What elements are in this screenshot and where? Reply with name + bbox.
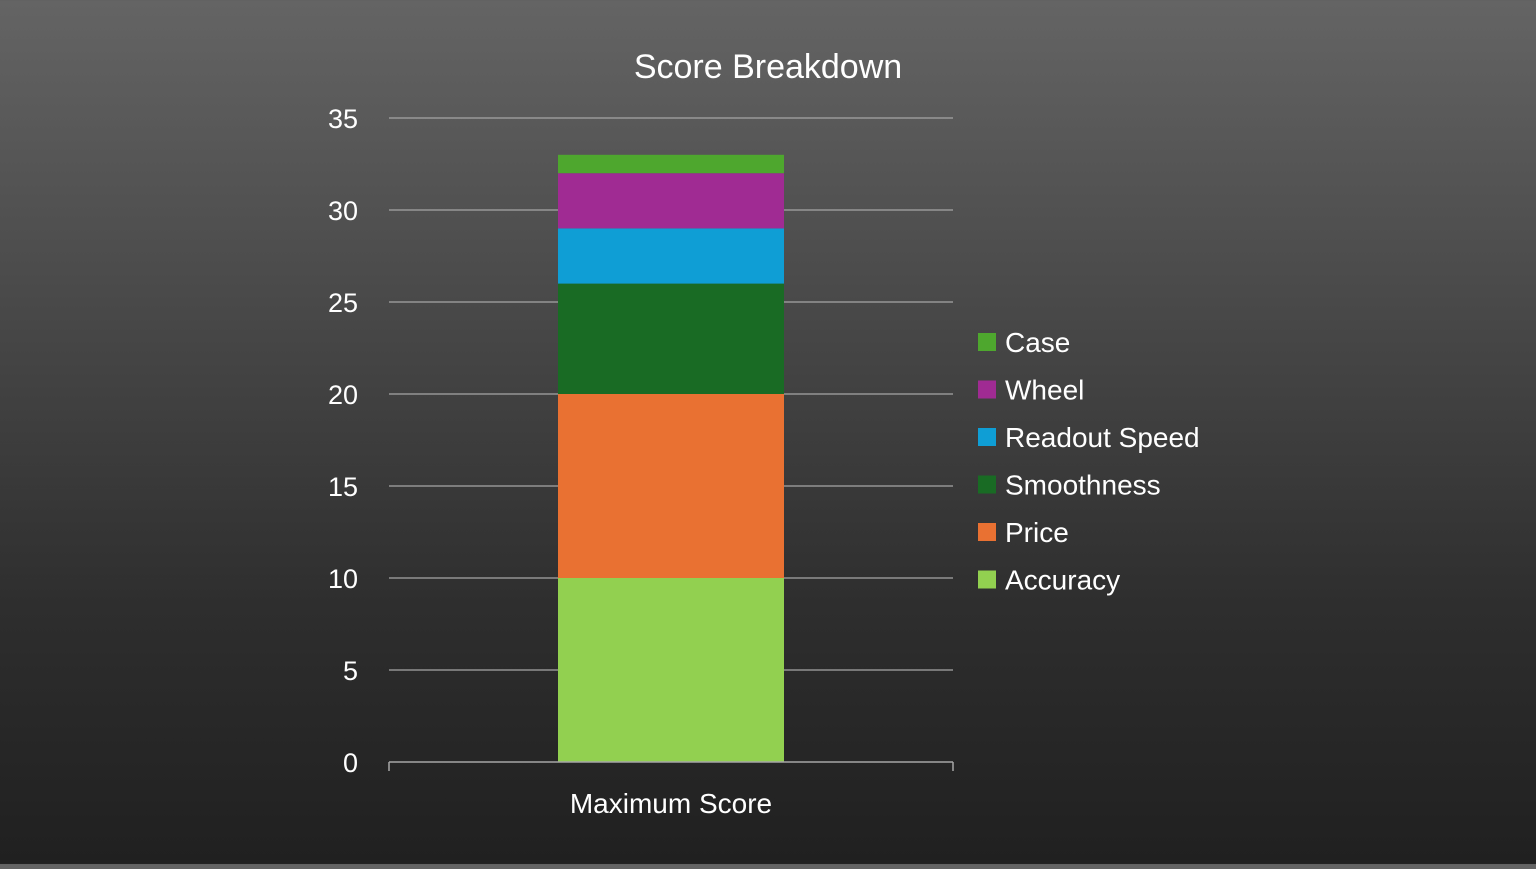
y-axis-ticks: 0 5 10 15 20 25 30 35 bbox=[328, 104, 358, 778]
legend-item: Wheel bbox=[978, 375, 1084, 406]
legend-swatch bbox=[978, 428, 996, 446]
y-tick-label: 5 bbox=[343, 656, 358, 686]
legend-swatch bbox=[978, 570, 996, 589]
bar-segment-readout-speed bbox=[558, 228, 784, 284]
legend-swatch bbox=[978, 475, 996, 494]
bar-segment-accuracy bbox=[558, 578, 784, 762]
y-tick-label: 30 bbox=[328, 196, 358, 226]
legend-label: Readout Speed bbox=[1005, 422, 1200, 453]
legend-swatch bbox=[978, 523, 996, 541]
chart-title: Score Breakdown bbox=[634, 48, 902, 86]
y-tick-label: 0 bbox=[343, 748, 358, 778]
legend-item: Smoothness bbox=[978, 470, 1161, 501]
y-tick-label: 25 bbox=[328, 288, 358, 318]
bar-segment-wheel bbox=[558, 173, 784, 229]
legend-label: Accuracy bbox=[1005, 565, 1120, 596]
legend-swatch bbox=[978, 333, 996, 351]
legend-item: Readout Speed bbox=[978, 422, 1200, 453]
x-tick-label: Maximum Score bbox=[570, 788, 772, 819]
y-tick-label: 35 bbox=[328, 104, 358, 134]
bars bbox=[558, 154, 784, 762]
legend-item: Price bbox=[978, 517, 1069, 548]
bar-segment-smoothness bbox=[558, 283, 784, 394]
y-tick-label: 15 bbox=[328, 472, 358, 502]
bar-segment-case bbox=[558, 154, 784, 174]
x-axis-ticks: Maximum Score bbox=[570, 788, 772, 819]
y-tick-label: 20 bbox=[328, 380, 358, 410]
legend-item: Accuracy bbox=[978, 565, 1120, 596]
bar-segment-price bbox=[558, 394, 784, 578]
x-axis bbox=[388, 761, 954, 771]
legend-item: Case bbox=[978, 327, 1070, 358]
legend: Case Wheel Readout Speed Smoothness Price Acc… bbox=[978, 327, 1200, 596]
legend-label: Smoothness bbox=[1005, 470, 1161, 501]
legend-label: Price bbox=[1005, 517, 1069, 548]
legend-label: Wheel bbox=[1005, 375, 1084, 406]
y-tick-label: 10 bbox=[328, 564, 358, 594]
legend-label: Case bbox=[1005, 327, 1070, 358]
legend-swatch bbox=[978, 380, 996, 399]
